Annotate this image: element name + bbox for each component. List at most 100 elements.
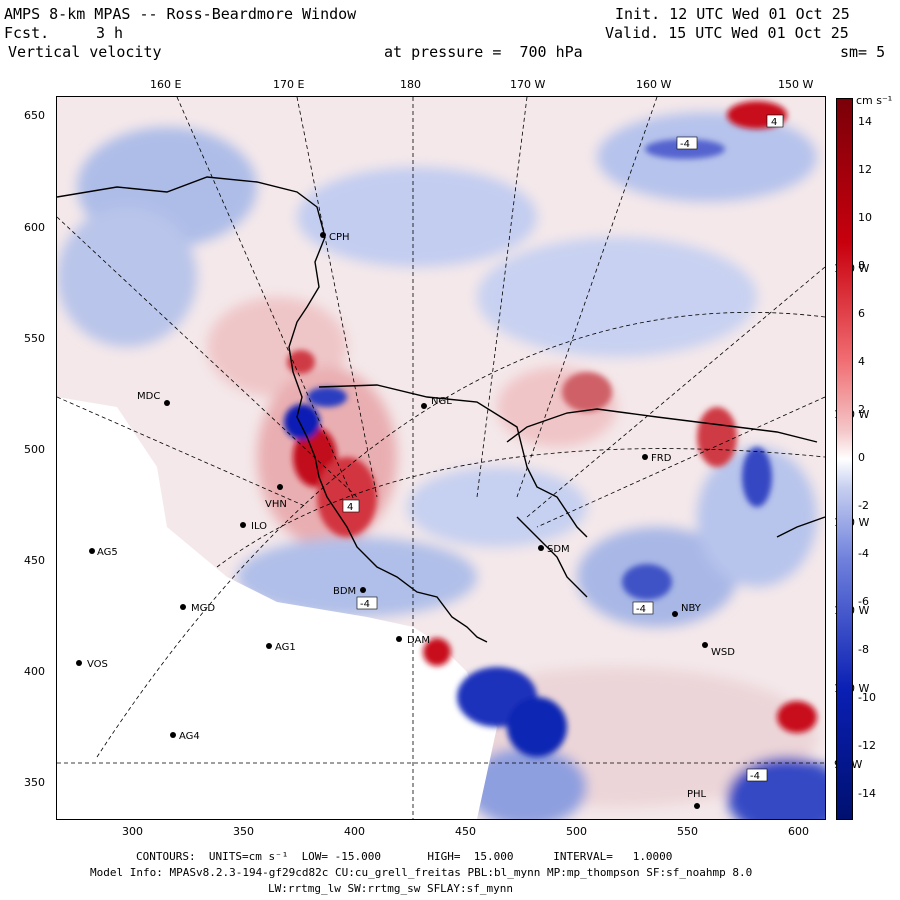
contour-label: 4: [766, 114, 784, 128]
y-tick-label: 650: [24, 109, 45, 122]
vertical-velocity-map: -4 -4 -4 4 4 -4 CPH MDC NGL FRD ILO AG5 …: [56, 96, 826, 820]
colorbar-units: cm s⁻¹: [856, 94, 893, 107]
svg-text:BDM: BDM: [333, 586, 356, 597]
colorbar-tick-label: -2: [858, 499, 869, 512]
station-marker: SDM: [538, 544, 570, 555]
colorbar-tick-label: -8: [858, 643, 869, 656]
top-lon-label: 170 E: [273, 78, 305, 91]
contour-label: -4: [746, 768, 768, 782]
top-lon-label: 180: [400, 78, 421, 91]
pressure-text: at pressure = 700 hPa: [384, 43, 583, 61]
init-time: Init. 12 UTC Wed 01 Oct 25: [615, 5, 850, 23]
model-title: AMPS 8-km MPAS -- Ross-Beardmore Window: [4, 5, 357, 23]
colorbar-tick-label: 10: [858, 211, 872, 224]
svg-text:VOS: VOS: [87, 659, 108, 670]
y-tick-label: 550: [24, 332, 45, 345]
contours-info: CONTOURS: UNITS=cm s⁻¹ LOW= -15.000 HIGH…: [136, 850, 673, 863]
valid-time: Valid. 15 UTC Wed 01 Oct 25: [605, 24, 849, 42]
top-lon-label: 150 W: [778, 78, 814, 91]
svg-text:-4: -4: [680, 139, 690, 150]
contour-label: -4: [632, 601, 654, 615]
colorbar-tick-label: 0: [858, 451, 865, 464]
svg-text:AG1: AG1: [275, 642, 296, 653]
masked-region: [57, 397, 413, 819]
fcst-label: Fcst.: [4, 24, 50, 42]
svg-text:-4: -4: [360, 599, 370, 610]
contour-label: 4: [342, 499, 360, 513]
station-marker: MGD: [180, 603, 215, 614]
x-tick-label: 350: [233, 825, 254, 838]
svg-text:AG4: AG4: [179, 731, 200, 742]
svg-text:PHL: PHL: [687, 789, 707, 800]
top-lon-label: 160 W: [636, 78, 672, 91]
top-lon-label: 160 E: [150, 78, 182, 91]
graticule: [57, 97, 825, 819]
coastline: [57, 176, 825, 643]
station-marker: AG1: [266, 642, 296, 653]
colorbar-tick-label: 6: [858, 307, 865, 320]
svg-text:NGL: NGL: [431, 396, 452, 407]
svg-text:4: 4: [347, 502, 353, 513]
map-canvas: -4 -4 -4 4 4 -4 CPH MDC NGL FRD ILO AG5 …: [57, 97, 825, 819]
physics-info: LW:rrtmg_lw SW:rrtmg_sw SFLAY:sf_mynn: [268, 882, 514, 895]
station-marker: CPH: [320, 232, 350, 243]
y-tick-label: 500: [24, 443, 45, 456]
y-tick-label: 450: [24, 554, 45, 567]
model-info: Model Info: MPASv8.2.3-194-gf29cd82c CU:…: [90, 866, 753, 879]
station-marker: VOS: [76, 659, 108, 670]
station-marker: AG5: [89, 547, 118, 558]
svg-text:-4: -4: [636, 604, 646, 615]
svg-text:-4: -4: [750, 771, 760, 782]
y-tick-label: 350: [24, 776, 45, 789]
colorbar-tick-label: -14: [858, 787, 876, 800]
svg-text:VHN: VHN: [265, 499, 287, 510]
svg-text:CPH: CPH: [329, 232, 350, 243]
colorbar-tick-label: 2: [858, 403, 865, 416]
svg-text:SDM: SDM: [547, 544, 570, 555]
station-marker: WSD: [702, 642, 735, 658]
fcst-hours: 3 h: [96, 24, 124, 42]
station-marker: NBY: [672, 603, 702, 617]
colorbar-tick-label: -4: [858, 547, 869, 560]
svg-text:MDC: MDC: [137, 391, 160, 402]
station-marker: PHL: [687, 789, 707, 809]
x-tick-label: 600: [788, 825, 809, 838]
colorbar-tick-label: -6: [858, 595, 869, 608]
y-tick-label: 600: [24, 221, 45, 234]
y-tick-label: 400: [24, 665, 45, 678]
svg-text:FRD: FRD: [651, 453, 672, 464]
x-tick-label: 550: [677, 825, 698, 838]
field-name: Vertical velocity: [8, 43, 162, 61]
colorbar-tick-label: 14: [858, 115, 872, 128]
svg-text:MGD: MGD: [191, 603, 215, 614]
x-tick-label: 500: [566, 825, 587, 838]
contour-label: -4: [676, 136, 698, 150]
svg-text:NBY: NBY: [681, 603, 702, 614]
svg-text:DAM: DAM: [407, 635, 430, 646]
station-marker: AG4: [170, 731, 200, 742]
top-lon-label: 170 W: [510, 78, 546, 91]
colorbar-tick-label: 8: [858, 259, 865, 272]
masked-region-2: [413, 627, 497, 819]
colorbar-tick-label: -12: [858, 739, 876, 752]
station-marker: VHN: [265, 484, 287, 510]
station-marker: DAM: [396, 635, 430, 646]
x-tick-label: 300: [122, 825, 143, 838]
smoothing-text: sm= 5: [840, 43, 886, 61]
svg-text:ILO: ILO: [251, 521, 267, 532]
station-marker: MDC: [137, 391, 170, 406]
station-marker: BDM: [333, 586, 366, 597]
station-marker: NGL: [421, 396, 452, 409]
station-marker: ILO: [240, 521, 267, 532]
colorbar-tick-label: 12: [858, 163, 872, 176]
svg-text:4: 4: [771, 117, 777, 128]
x-tick-label: 450: [455, 825, 476, 838]
colorbar-tick-label: -10: [858, 691, 876, 704]
colorbar: [836, 98, 853, 820]
x-tick-label: 400: [344, 825, 365, 838]
svg-text:WSD: WSD: [711, 647, 735, 658]
colorbar-tick-label: 4: [858, 355, 865, 368]
station-marker: FRD: [642, 453, 672, 464]
contour-label: -4: [356, 596, 378, 610]
svg-text:AG5: AG5: [97, 547, 118, 558]
